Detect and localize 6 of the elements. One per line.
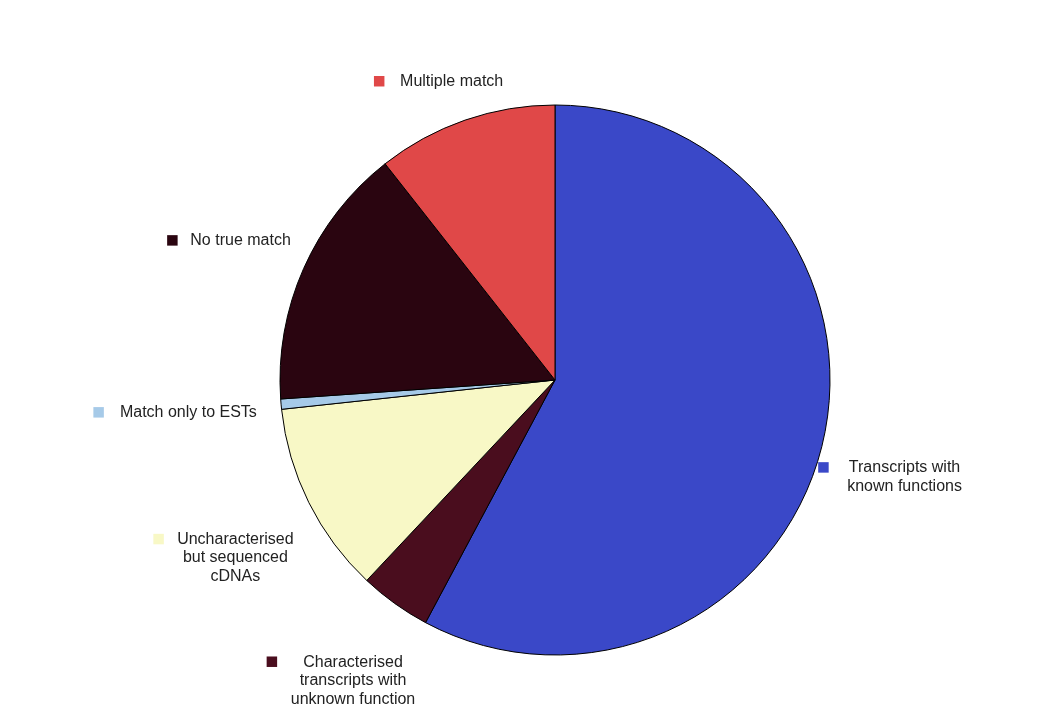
legend-label: Uncharacterised but sequenced cDNAs [177, 530, 294, 584]
legend-label: Transcripts with known functions [847, 458, 962, 494]
legend-label: Characterised transcripts with unknown function [290, 652, 416, 707]
legend-label: Multiple match [400, 72, 504, 90]
legend-label: No true match [190, 231, 291, 249]
legend-label: Match only to ESTs [119, 403, 257, 421]
